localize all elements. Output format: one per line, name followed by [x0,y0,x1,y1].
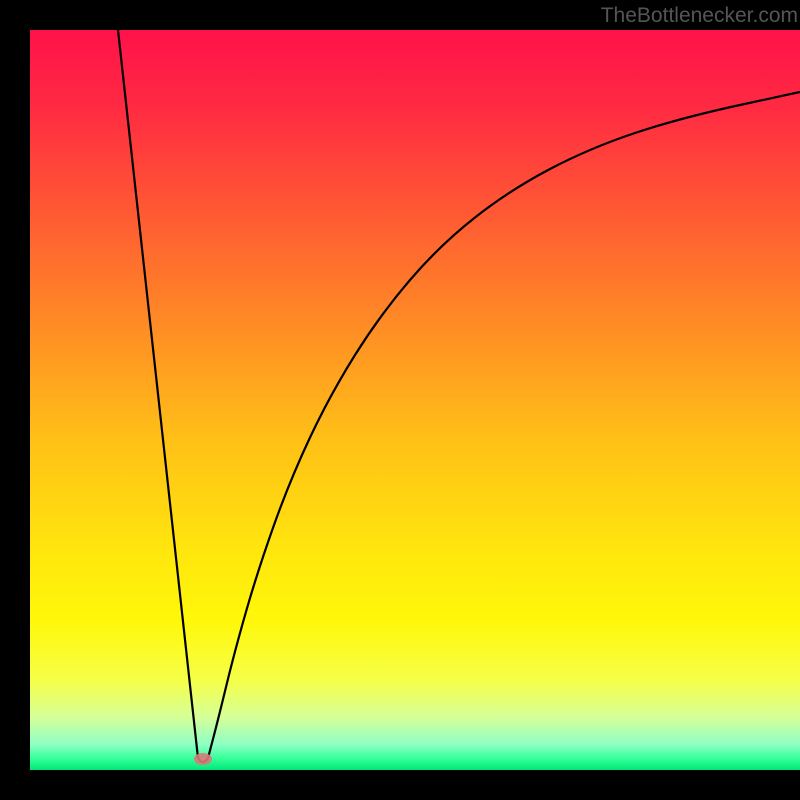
chart-container: TheBottlenecker.com [0,0,800,800]
gradient-background [30,30,800,770]
watermark-text: TheBottlenecker.com [601,4,798,28]
